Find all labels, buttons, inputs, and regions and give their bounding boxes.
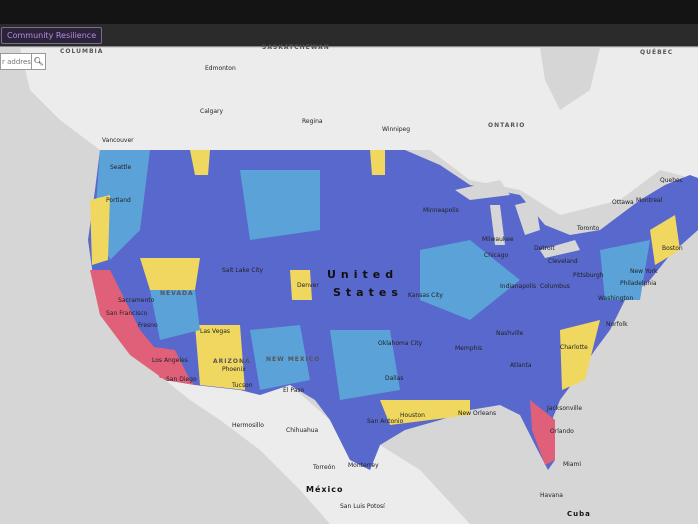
city-label: San Francisco (106, 310, 148, 317)
city-label: New York (630, 268, 658, 275)
search-icon: 🔍︎ (33, 57, 44, 66)
map-canvas[interactable] (0, 48, 698, 524)
city-label: Toronto (577, 225, 600, 232)
city-label: Miami (563, 461, 582, 468)
region-label: COLUMBIA (60, 48, 104, 55)
city-label: Vancouver (102, 137, 134, 144)
city-label: Indianapolis (500, 283, 537, 290)
city-label: Houston (400, 412, 425, 419)
hudson-bay (540, 48, 600, 110)
city-label: Columbus (540, 283, 570, 290)
city-label: San Luis Potosí (340, 503, 385, 510)
city-label: Norfolk (606, 321, 628, 328)
city-label: Winnipeg (382, 126, 411, 133)
tab-community-resilience[interactable]: Community Resilience (1, 27, 103, 44)
city-label: Chihuahua (286, 427, 319, 434)
nav-bar: Community Resilience (0, 24, 698, 47)
top-bar (0, 0, 698, 24)
region-label: QUÉBEC (640, 49, 674, 56)
city-label: Orlando (550, 428, 574, 435)
region-label: NEVADA (160, 290, 194, 297)
city-label: Ottawa (612, 199, 634, 206)
region-label: NEW MEXICO (266, 356, 321, 363)
city-label: Pittsburgh (573, 272, 604, 279)
city-label: Nashville (496, 330, 524, 337)
city-label: Phoenix (222, 366, 246, 373)
city-label: Detroit (534, 245, 555, 252)
us-choropleth (88, 150, 698, 470)
city-label: Montreal (636, 197, 663, 204)
country-label: States (333, 286, 403, 299)
country-label: United (327, 268, 399, 281)
city-label: Kansas City (408, 292, 443, 299)
city-label: San Antonio (367, 418, 404, 425)
search-button[interactable]: 🔍︎ (31, 54, 45, 69)
city-label: Memphis (455, 345, 483, 352)
city-label: Washington (598, 295, 634, 302)
address-search-input[interactable] (1, 54, 31, 69)
city-label: Torreón (313, 464, 336, 471)
city-label: Cleveland (548, 258, 578, 265)
land-canada (20, 48, 698, 215)
city-label: Chicago (484, 252, 509, 259)
city-label: Hermosillo (232, 422, 264, 429)
us-outline (88, 150, 698, 470)
city-label: San Diego (166, 376, 197, 383)
region-label: ARIZONA (213, 358, 251, 365)
city-label: Edmonton (205, 65, 236, 72)
city-label: Calgary (200, 108, 224, 115)
city-label: Philadelphia (620, 280, 657, 287)
city-label: Los Angeles (152, 357, 188, 364)
city-label: Tucson (232, 382, 253, 389)
city-label: Charlotte (560, 344, 588, 351)
city-label: Oklahoma City (378, 340, 423, 347)
city-label: Las Vegas (200, 328, 230, 335)
city-label: Boston (662, 245, 683, 252)
city-label: El Paso (283, 387, 305, 394)
city-label: Regina (302, 118, 323, 125)
city-label: Salt Lake City (222, 267, 264, 274)
city-label: Sacramento (118, 297, 155, 304)
country-label: México (306, 485, 344, 494)
city-label: Fresno (138, 322, 158, 329)
city-label: Denver (297, 282, 319, 289)
region-label: SASKATCHEWAN (262, 44, 330, 51)
city-label: Portland (106, 197, 131, 204)
city-label: Atlanta (510, 362, 532, 369)
city-label: Minneapolis (423, 207, 459, 214)
city-label: Quebec (660, 177, 684, 184)
city-label: Jacksonville (547, 405, 583, 412)
land-mexico (165, 380, 470, 524)
city-label: Havana (540, 492, 563, 499)
country-label: Cuba (567, 510, 591, 518)
region-label: ONTARIO (488, 122, 526, 129)
city-label: Dallas (385, 375, 404, 382)
city-label: Milwaukee (482, 236, 514, 243)
address-search[interactable]: 🔍︎ (0, 53, 46, 70)
great-lakes (455, 180, 580, 258)
city-label: Monterrey (348, 462, 379, 469)
city-label: Seattle (110, 164, 132, 171)
city-label: New Orleans (458, 410, 497, 417)
